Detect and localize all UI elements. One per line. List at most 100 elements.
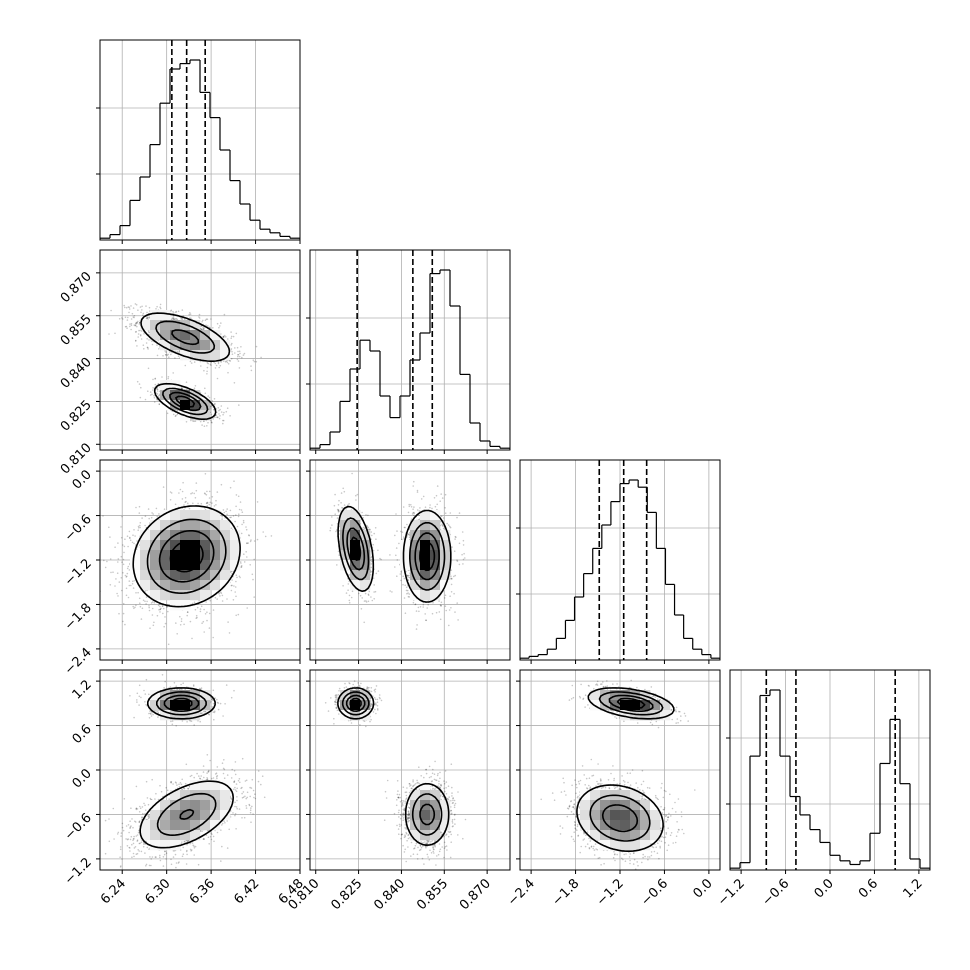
- sample-point: [151, 512, 153, 514]
- density-block: [210, 340, 221, 351]
- sample-point: [224, 361, 227, 363]
- sample-point: [206, 361, 209, 364]
- sample-point: [141, 517, 143, 519]
- sample-point: [108, 333, 110, 335]
- sample-point: [139, 605, 142, 608]
- sample-point: [200, 365, 202, 367]
- sample-point: [239, 501, 242, 503]
- sample-point: [216, 377, 219, 380]
- sample-point: [158, 394, 160, 397]
- sample-point: [203, 492, 206, 495]
- sample-point: [222, 422, 224, 425]
- sample-point: [125, 587, 128, 590]
- histogram-panel-2: [516, 459, 721, 664]
- sample-point: [243, 561, 246, 563]
- sample-point: [212, 636, 214, 639]
- sample-point: [156, 354, 159, 357]
- sample-point: [186, 611, 189, 613]
- sample-point: [185, 421, 188, 423]
- sample-point: [178, 350, 181, 353]
- sample-point: [245, 526, 247, 528]
- sample-point: [146, 346, 149, 349]
- sample-point: [135, 330, 137, 333]
- sample-point: [185, 388, 187, 391]
- sample-point: [201, 424, 203, 426]
- sample-point: [176, 350, 179, 353]
- sample-point: [129, 537, 131, 539]
- sample-point: [164, 350, 166, 352]
- sample-point: [130, 322, 133, 325]
- sample-point: [253, 540, 256, 542]
- sample-point: [139, 334, 142, 336]
- sample-point: [218, 417, 221, 420]
- sample-point: [181, 317, 183, 320]
- sample-point: [204, 613, 207, 615]
- sample-point: [237, 353, 239, 356]
- sample-point: [199, 360, 202, 363]
- sample-point: [184, 318, 186, 321]
- sample-point: [206, 366, 209, 369]
- sample-point: [196, 616, 198, 619]
- sample-point: [212, 408, 215, 411]
- sample-point: [191, 637, 193, 640]
- sample-point: [129, 323, 131, 325]
- sample-point: [134, 535, 136, 537]
- sample-point: [210, 405, 212, 408]
- sample-point: [140, 338, 143, 340]
- sample-point: [231, 353, 234, 356]
- sample-point: [189, 360, 192, 363]
- panel-frame-0-1: [99, 249, 301, 451]
- sample-point: [158, 513, 160, 515]
- sample-point: [236, 346, 239, 349]
- sample-point: [120, 536, 123, 539]
- sample-point: [154, 377, 157, 380]
- sample-point: [128, 584, 131, 587]
- sample-point: [177, 310, 180, 313]
- sample-point: [131, 541, 134, 544]
- sample-point: [195, 614, 198, 617]
- sample-point: [135, 592, 137, 594]
- sample-point: [220, 333, 222, 335]
- sample-point: [164, 622, 167, 625]
- density-block: [210, 350, 221, 361]
- sample-point: [153, 601, 156, 604]
- sample-point: [234, 520, 236, 523]
- sample-point: [130, 584, 132, 587]
- sample-point: [153, 394, 155, 397]
- sample-point: [172, 372, 174, 374]
- sample-point: [241, 523, 243, 526]
- sample-point: [152, 378, 154, 381]
- sample-point: [199, 608, 202, 610]
- sample-point: [219, 415, 221, 417]
- sample-point: [125, 306, 128, 309]
- sample-point: [120, 577, 123, 579]
- sample-point: [157, 604, 160, 607]
- sample-point: [219, 408, 221, 411]
- sample-point: [148, 609, 151, 612]
- density-block: [200, 350, 211, 361]
- sample-point: [123, 304, 125, 307]
- sample-point: [147, 346, 149, 349]
- density-block: [160, 380, 171, 391]
- sample-point: [181, 387, 183, 390]
- sample-point: [181, 318, 184, 320]
- sample-point: [157, 383, 160, 385]
- density-block: [180, 390, 191, 401]
- sample-point: [136, 345, 138, 347]
- sample-point: [223, 335, 225, 338]
- sample-point: [222, 360, 225, 362]
- sample-point: [144, 398, 147, 401]
- sample-point: [122, 318, 124, 320]
- sample-point: [193, 420, 195, 423]
- sample-point: [249, 564, 251, 566]
- sample-point: [246, 607, 248, 609]
- sample-point: [146, 316, 148, 318]
- sample-point: [126, 319, 129, 321]
- sample-point: [212, 418, 214, 420]
- sample-point: [232, 515, 235, 517]
- sample-point: [139, 396, 142, 399]
- sample-point: [206, 490, 208, 493]
- sample-point: [217, 361, 220, 364]
- sample-point: [222, 419, 224, 422]
